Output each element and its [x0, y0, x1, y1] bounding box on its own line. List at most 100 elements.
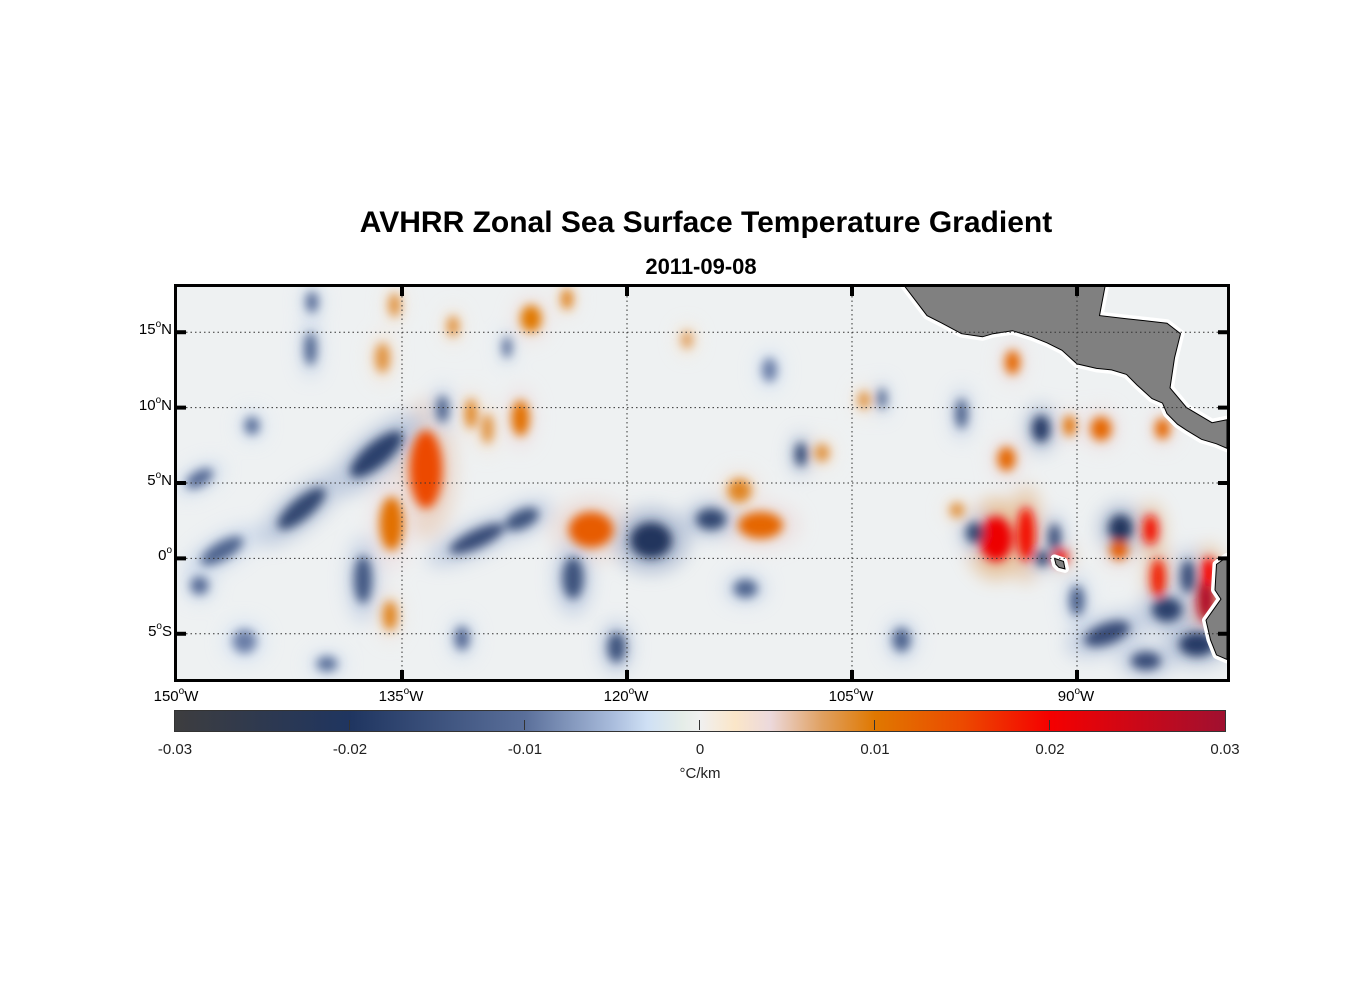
cool-gradient-feature [449, 523, 505, 554]
cool-gradient-feature [436, 395, 449, 423]
x-tick-label: 120oW [604, 686, 649, 705]
cool-gradient-feature [306, 291, 318, 313]
degree-symbol: o [1074, 686, 1081, 697]
cool-gradient-feature [200, 536, 244, 566]
cool-gradient-feature [232, 629, 257, 654]
colorbar-tick [1049, 720, 1050, 730]
tick-hemisphere: W [634, 688, 649, 705]
cool-gradient-feature [1108, 514, 1133, 542]
warm-gradient-feature [681, 330, 693, 349]
warm-gradient-feature [997, 446, 1016, 471]
cool-gradient-feature [955, 398, 968, 429]
warm-gradient-feature [382, 600, 398, 631]
cool-gradient-feature [762, 357, 777, 382]
cool-gradient-feature [1180, 559, 1196, 593]
tick-value: 5 [148, 622, 157, 640]
land-layer [900, 287, 1227, 664]
tick-hemisphere: N [161, 472, 172, 489]
tick-value: 120 [603, 688, 629, 705]
warm-gradient-feature [1005, 350, 1020, 375]
y-tick-label: 15oN [139, 319, 172, 338]
warm-gradient-feature [949, 502, 965, 518]
colorbar-tick [699, 720, 700, 730]
degree-symbol: o [166, 545, 172, 557]
tick-value: 15 [138, 321, 156, 339]
cool-gradient-feature [630, 522, 672, 559]
tick-hemisphere: S [161, 622, 172, 640]
colorbar-tick-label: 0.02 [1035, 741, 1065, 758]
y-tick-label: 10oN [139, 395, 172, 414]
land-polygon [904, 287, 1227, 449]
tick-value: 105 [828, 688, 854, 705]
tick-value: 5 [147, 472, 156, 489]
warm-gradient-feature [447, 315, 459, 337]
warm-gradient-feature [1110, 538, 1128, 560]
colorbar-tick-label: 0.01 [860, 741, 890, 758]
cool-gradient-feature [304, 332, 317, 366]
tick-hemisphere: N [161, 321, 172, 339]
x-tick-label: 135oW [379, 686, 424, 705]
warm-gradient-feature [520, 305, 542, 333]
tick-hemisphere: W [859, 688, 874, 705]
tick-layer [177, 287, 1227, 679]
cool-gradient-feature [795, 442, 807, 467]
tick-value: 150 [153, 688, 179, 705]
colorbar-tick [349, 720, 350, 730]
degree-symbol: o [156, 620, 162, 632]
colorbar-tick-label: 0.03 [1210, 741, 1240, 758]
tick-hemisphere: W [184, 688, 199, 705]
x-tick-label: 105oW [829, 686, 874, 705]
degree-symbol: o [628, 686, 635, 697]
colorbar-tick-label: -0.02 [332, 741, 368, 758]
warm-gradient-feature [388, 293, 401, 318]
warm-gradient-feature [738, 511, 783, 539]
colorbar-unit-label: °C/km [679, 765, 721, 782]
cool-gradient-feature [562, 556, 584, 599]
cool-gradient-feature [454, 626, 470, 651]
cool-gradient-feature [1084, 620, 1130, 647]
tick-value: 0 [158, 547, 167, 565]
cool-gradient-feature [316, 656, 338, 672]
cool-gradient-feature [1032, 415, 1050, 443]
land-polygon [1053, 557, 1066, 570]
degree-symbol: o [403, 686, 410, 697]
warm-gradient-feature [1090, 416, 1112, 441]
warm-gradient-feature [409, 430, 443, 509]
x-tick-label: 150oW [154, 686, 199, 705]
warm-gradient-feature [1063, 415, 1076, 437]
cool-gradient-feature [877, 388, 887, 410]
cool-gradient-feature [190, 576, 209, 595]
cool-gradient-feature [1152, 597, 1182, 622]
warm-gradient-feature [379, 496, 404, 551]
colorbar-tick [874, 720, 875, 730]
cool-gradient-feature [1069, 585, 1085, 616]
y-tick-label: 5oN [147, 470, 172, 489]
colorbar-tick [524, 720, 525, 730]
warm-gradient-feature [858, 391, 870, 410]
tick-value: 10 [138, 396, 156, 414]
warm-gradient-feature [1143, 514, 1158, 545]
cool-gradient-feature [185, 468, 214, 489]
cool-gradient-feature [1179, 632, 1215, 657]
colorbar-tick-label: -0.01 [507, 741, 543, 758]
tick-hemisphere: W [1080, 688, 1095, 705]
tick-value: 90 [1057, 688, 1075, 705]
chart-subtitle: 2011-09-08 [645, 254, 757, 279]
y-tick-label: 5oS [148, 621, 172, 640]
map-plot-area [174, 284, 1230, 682]
tick-hemisphere: N [161, 396, 172, 414]
warm-gradient-feature [1155, 418, 1170, 440]
cool-gradient-feature [607, 632, 626, 663]
cool-gradient-feature [354, 555, 372, 604]
cool-gradient-feature [277, 487, 326, 530]
colorbar-tick-label: 0 [695, 741, 705, 758]
cool-gradient-feature [696, 508, 726, 530]
degree-symbol: o [155, 319, 162, 331]
cool-gradient-feature [502, 336, 512, 358]
degree-symbol: o [853, 686, 860, 697]
cool-gradient-feature [350, 431, 403, 478]
warm-gradient-feature [727, 478, 752, 503]
warm-gradient-feature [465, 398, 477, 429]
warm-gradient-feature [814, 443, 830, 462]
degree-symbol: o [155, 470, 162, 481]
